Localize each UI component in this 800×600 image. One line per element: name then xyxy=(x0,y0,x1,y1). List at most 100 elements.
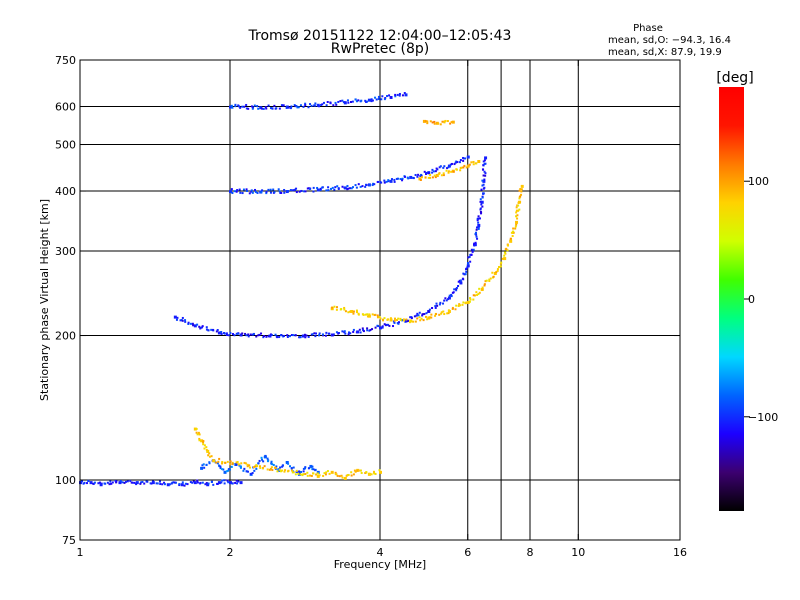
data-point xyxy=(330,307,334,311)
data-point xyxy=(450,162,453,165)
data-point xyxy=(423,170,426,173)
data-point xyxy=(271,469,274,472)
data-point xyxy=(368,329,371,332)
data-point xyxy=(306,187,309,190)
data-point xyxy=(349,101,352,104)
data-point xyxy=(156,482,159,485)
data-point xyxy=(220,468,223,471)
data-point xyxy=(304,102,307,105)
data-point xyxy=(410,320,413,323)
data-point xyxy=(369,328,372,331)
data-point xyxy=(314,102,317,105)
data-point xyxy=(372,182,375,185)
data-point xyxy=(229,190,232,194)
data-point xyxy=(466,264,470,268)
data-point xyxy=(350,474,353,477)
data-point xyxy=(439,301,442,304)
data-point xyxy=(238,464,241,467)
data-point xyxy=(356,330,360,334)
data-point xyxy=(309,474,312,477)
data-point xyxy=(382,319,385,322)
data-point xyxy=(230,465,233,468)
data-point xyxy=(187,322,190,325)
data-point xyxy=(180,483,184,487)
data-point xyxy=(396,319,399,322)
data-point xyxy=(366,329,369,332)
data-point xyxy=(480,203,483,206)
y-tick-label: 100 xyxy=(55,474,76,487)
data-point xyxy=(316,472,319,475)
data-point xyxy=(352,328,355,331)
data-point xyxy=(208,452,211,455)
data-point xyxy=(399,319,402,322)
data-point xyxy=(509,239,513,243)
data-point xyxy=(315,473,318,476)
data-point xyxy=(434,314,437,317)
data-point xyxy=(475,235,478,238)
data-point xyxy=(283,188,286,191)
data-point xyxy=(243,467,246,470)
data-point xyxy=(485,279,488,282)
data-point xyxy=(205,446,208,449)
data-point xyxy=(202,443,205,446)
data-point xyxy=(302,470,305,473)
x-tick-label: 2 xyxy=(227,546,234,559)
data-point xyxy=(324,473,327,476)
data-point xyxy=(401,319,404,322)
data-point xyxy=(343,476,347,480)
data-point xyxy=(519,200,522,203)
data-point xyxy=(390,96,393,99)
data-point xyxy=(229,481,232,485)
data-point xyxy=(370,100,373,103)
data-point xyxy=(151,481,155,485)
data-point xyxy=(236,332,239,335)
data-point xyxy=(426,318,429,321)
data-point xyxy=(270,333,273,336)
data-point xyxy=(238,105,241,108)
data-point xyxy=(251,472,254,475)
data-point xyxy=(438,166,441,169)
data-point xyxy=(358,328,361,331)
data-point xyxy=(393,321,396,324)
data-point xyxy=(245,334,248,337)
data-point xyxy=(235,190,238,193)
data-point xyxy=(483,178,486,181)
data-point xyxy=(252,466,255,469)
data-point xyxy=(479,200,482,203)
data-point xyxy=(161,483,164,486)
data-point xyxy=(347,473,350,476)
data-point xyxy=(422,119,426,123)
data-point xyxy=(159,483,162,486)
data-point xyxy=(333,188,336,191)
data-point xyxy=(412,320,415,323)
data-point xyxy=(141,480,144,483)
data-point xyxy=(221,462,224,465)
data-point xyxy=(450,170,453,173)
data-point xyxy=(254,465,257,468)
data-point xyxy=(467,256,470,259)
data-point xyxy=(427,176,430,179)
data-point xyxy=(388,324,391,327)
data-point xyxy=(318,105,321,108)
data-point xyxy=(401,177,404,180)
data-point xyxy=(459,279,462,282)
data-point xyxy=(482,160,485,163)
data-point xyxy=(511,235,514,238)
data-point xyxy=(280,104,283,107)
data-point xyxy=(343,308,346,311)
data-point xyxy=(291,189,294,192)
data-point xyxy=(310,104,313,107)
data-point xyxy=(289,465,292,468)
data-point xyxy=(416,312,419,315)
data-point xyxy=(245,103,248,106)
data-point xyxy=(297,472,300,475)
data-point xyxy=(229,463,232,466)
data-point xyxy=(207,454,210,457)
data-point xyxy=(291,471,294,474)
data-point xyxy=(410,317,413,320)
data-point xyxy=(397,177,400,180)
data-point xyxy=(265,335,268,338)
data-point xyxy=(491,271,494,274)
data-point xyxy=(283,191,286,194)
data-point xyxy=(380,98,383,101)
